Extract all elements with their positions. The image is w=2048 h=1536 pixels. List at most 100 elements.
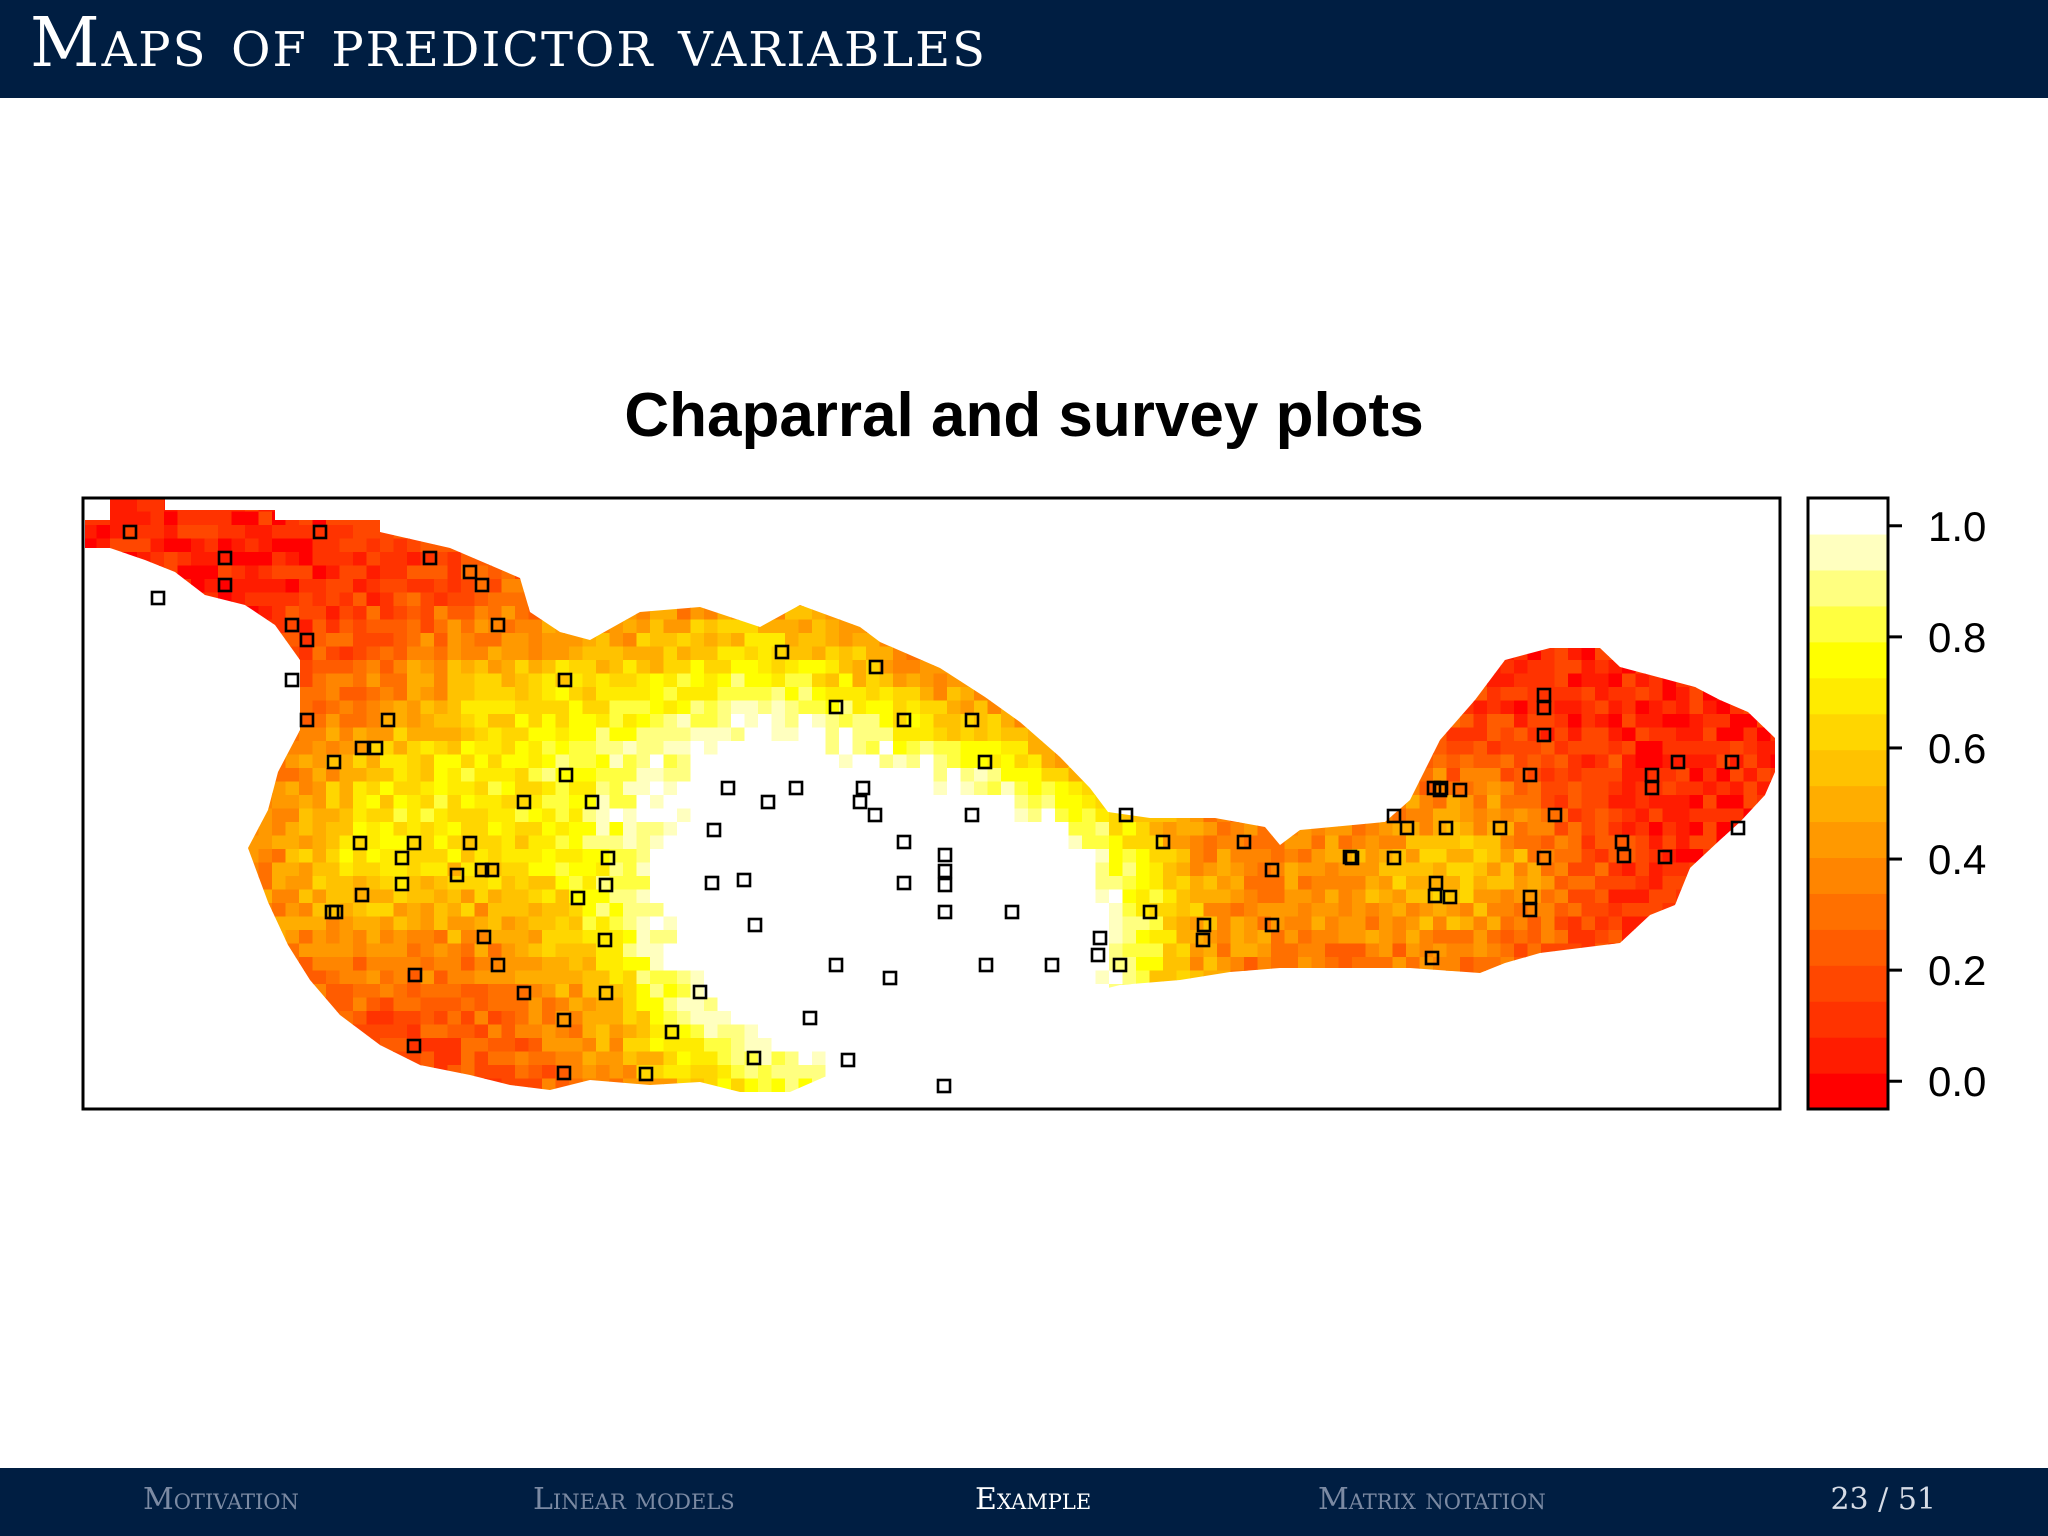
raster-cell [1068,592,1083,607]
raster-cell [312,633,327,648]
raster-cell [1757,633,1772,648]
raster-cell [1001,552,1016,567]
chaparral-raster [85,498,1775,1092]
raster-cell [1689,970,1704,985]
raster-cell [191,849,206,864]
raster-cell [501,633,516,648]
raster-cell [1176,727,1191,742]
raster-cell [1217,714,1232,729]
raster-cell [1716,552,1731,567]
raster-cell [191,606,206,621]
raster-cell [1217,970,1232,985]
raster-cell [771,984,786,999]
raster-cell [258,511,273,526]
raster-cell [1514,781,1529,796]
raster-cell [1649,795,1664,810]
raster-cell [1122,795,1137,810]
raster-cell [677,579,692,594]
raster-cell [1730,498,1745,513]
raster-cell [1527,781,1542,796]
raster-cell [137,498,152,513]
raster-cell [1581,1011,1596,1026]
raster-cell [1244,876,1259,891]
raster-cell [245,876,260,891]
raster-cell [1001,498,1016,513]
raster-cell [1487,525,1502,540]
raster-cell [299,727,314,742]
raster-cell [609,660,624,675]
raster-cell [1716,957,1731,972]
raster-cell [326,781,341,796]
raster-cell [488,660,503,675]
raster-cell [704,943,719,958]
raster-cell [1676,538,1691,553]
raster-cell [366,754,381,769]
raster-cell [1433,808,1448,823]
raster-cell [1757,822,1772,837]
raster-cell [285,606,300,621]
raster-cell [258,525,273,540]
raster-cell [474,916,489,931]
raster-cell [501,1024,516,1039]
raster-cell [1730,930,1745,945]
raster-cell [434,606,449,621]
raster-cell [1500,579,1515,594]
raster-cell [1460,835,1475,850]
raster-cell [623,538,638,553]
raster-cell [420,579,435,594]
raster-cell [1743,957,1758,972]
raster-cell [110,1011,125,1026]
raster-cell [677,795,692,810]
raster-cell [326,943,341,958]
raster-cell [825,808,840,823]
raster-cell [515,538,530,553]
raster-cell [825,579,840,594]
raster-cell [623,714,638,729]
raster-cell [393,579,408,594]
raster-cell [1689,876,1704,891]
raster-cell [1541,592,1556,607]
raster-cell [1082,633,1097,648]
raster-cell [704,916,719,931]
raster-cell [285,849,300,864]
raster-cell [85,984,98,999]
raster-cell [1095,768,1110,783]
raster-cell [218,970,233,985]
raster-cell [785,673,800,688]
raster-cell [974,700,989,715]
raster-cell [1122,498,1137,513]
raster-cell [1284,889,1299,904]
raster-cell [177,862,192,877]
raster-cell [1554,606,1569,621]
raster-cell [393,606,408,621]
raster-cell [1109,660,1124,675]
raster-cell [758,511,773,526]
raster-cell [542,822,557,837]
raster-cell [1392,525,1407,540]
raster-cell [1028,1011,1043,1026]
raster-cell [555,930,570,945]
raster-cell [1757,889,1772,904]
raster-cell [758,1011,773,1026]
raster-cell [1473,565,1488,580]
raster-cell [1055,849,1070,864]
raster-cell [393,511,408,526]
raster-cell [123,552,138,567]
raster-cell [501,876,516,891]
raster-cell [312,579,327,594]
raster-cell [1460,930,1475,945]
raster-cell [974,592,989,607]
raster-cell [1676,565,1691,580]
raster-cell [164,984,179,999]
raster-cell [123,781,138,796]
raster-cell [1230,538,1245,553]
raster-cell [1635,984,1650,999]
raster-cell [879,646,894,661]
raster-cell [1676,930,1691,945]
raster-cell [231,498,246,513]
raster-cell [1527,552,1542,567]
raster-cell [407,903,422,918]
raster-cell [1581,565,1596,580]
raster-cell [1325,835,1340,850]
raster-cell [1460,943,1475,958]
